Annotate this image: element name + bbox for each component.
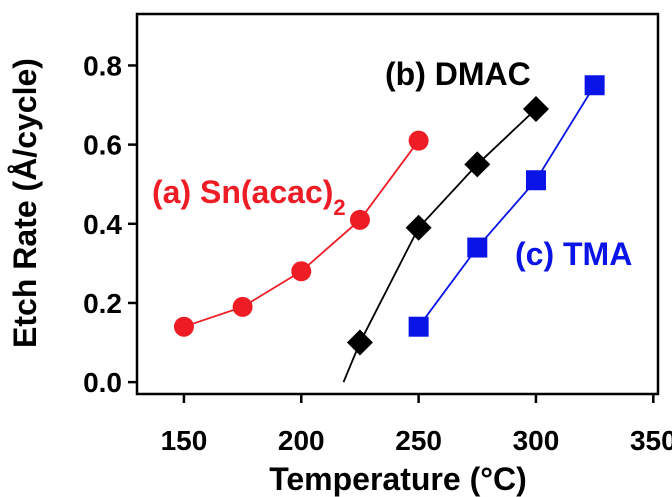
- plot-frame: [135, 12, 660, 396]
- series-label-a-subscript: 2: [333, 195, 345, 220]
- x-tick-label: 200: [278, 425, 325, 456]
- data-point: [467, 237, 488, 258]
- y-tick-label: 0.4: [83, 209, 122, 240]
- y-tick-label: 0.6: [83, 130, 122, 161]
- x-tick-label: 250: [395, 425, 442, 456]
- x-tick-label: 350: [630, 425, 672, 456]
- data-point: [408, 316, 429, 337]
- x-axis-label: Temperature (°C): [269, 461, 527, 497]
- data-point: [349, 209, 370, 230]
- y-tick-label: 0.0: [83, 367, 122, 398]
- series-label-a-main: (a) Sn(acac): [152, 174, 333, 210]
- data-point: [408, 130, 429, 151]
- x-tick-label: 150: [161, 425, 208, 456]
- series-label-a: (a) Sn(acac)2: [152, 174, 346, 220]
- data-point: [464, 151, 491, 178]
- y-axis-label: Etch Rate (Å/cycle): [7, 58, 43, 348]
- data-point: [173, 316, 194, 337]
- series-line-0: [183, 140, 420, 328]
- series-line-2: [417, 84, 596, 328]
- y-tick-label: 0.8: [83, 50, 122, 81]
- data-point: [584, 75, 605, 96]
- series-label-c: (c) TMA: [515, 236, 632, 272]
- series-label-b: (b) DMAC: [385, 56, 531, 92]
- series-group: [173, 75, 605, 383]
- series-line-1: [342, 108, 537, 383]
- data-point: [405, 214, 432, 241]
- data-point: [232, 296, 253, 317]
- data-point: [522, 96, 549, 122]
- data-point: [291, 261, 312, 282]
- axis-ticks: 150 200 250 300 350 0.0 0.2 0.4 0.6 0.8: [83, 50, 672, 456]
- y-tick-label: 0.2: [83, 288, 122, 319]
- x-tick-label: 300: [513, 425, 560, 456]
- data-point: [525, 170, 546, 191]
- data-point: [346, 329, 373, 356]
